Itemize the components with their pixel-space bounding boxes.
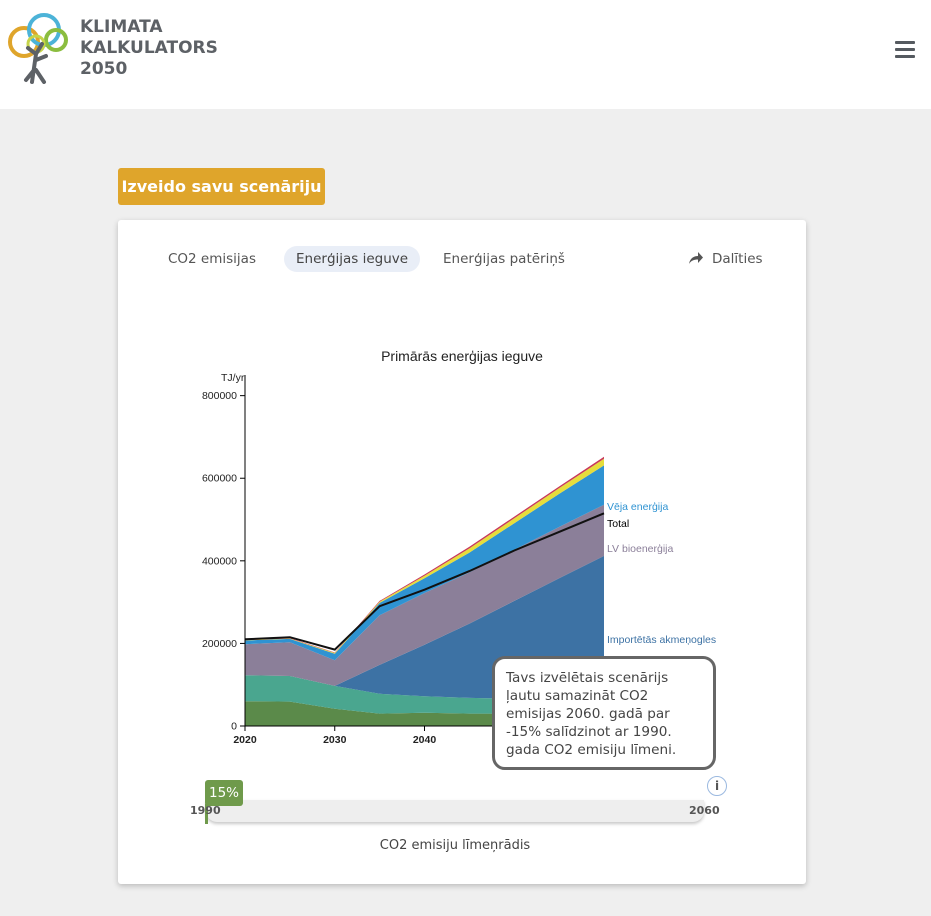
- slider-min-year: 1990: [190, 804, 221, 817]
- chart-card: CO2 emisijas Enerģijas ieguve Enerģijas …: [118, 220, 806, 884]
- area-series-4: [245, 465, 604, 661]
- chart-title: Primārās enerģijas ieguve: [381, 348, 543, 364]
- share-button[interactable]: Dalīties: [688, 246, 763, 272]
- series-end-label: LV bioenerģija: [607, 542, 674, 555]
- y-tick-label: 800000: [202, 390, 237, 402]
- scenario-tooltip: Tavs izvēlētais scenārijs ļautu samazinā…: [492, 656, 716, 770]
- logo-line: KALKULATORS: [80, 38, 218, 58]
- y-axis-unit-label: TJ/yr: [221, 372, 245, 384]
- co2-slider-track[interactable]: [206, 800, 704, 822]
- x-tick-label: 2020: [233, 734, 257, 746]
- y-tick-label: 200000: [202, 638, 237, 650]
- y-tick-label: 600000: [202, 473, 237, 485]
- series-end-label: Total: [607, 518, 629, 530]
- logo-wordmark[interactable]: KLIMATA KALKULATORS 2050: [80, 17, 218, 80]
- tab-energy-consumption[interactable]: Enerģijas patēriņš: [443, 251, 565, 267]
- y-tick-label: 400000: [202, 555, 237, 567]
- co2-slider-handle[interactable]: 15%: [205, 780, 243, 806]
- slider-max-year: 2060: [689, 804, 720, 817]
- logo-line: KLIMATA: [80, 17, 163, 37]
- hamburger-menu-icon[interactable]: [893, 38, 917, 60]
- slider-caption: CO2 emisiju līmeņrādis: [379, 838, 531, 853]
- logo-line: 2050: [80, 59, 128, 79]
- total-line: [244, 512, 605, 651]
- x-tick-label: 2030: [323, 734, 347, 746]
- tab-co2-emissions[interactable]: CO2 emisijas: [168, 251, 256, 267]
- y-tick-label: 0: [231, 721, 237, 733]
- x-tick-label: 2040: [413, 734, 437, 746]
- share-arrow-icon: [689, 252, 703, 264]
- share-label: Dalīties: [712, 251, 763, 267]
- create-scenario-button[interactable]: Izveido savu scenāriju: [118, 168, 325, 205]
- info-icon[interactable]: i: [707, 776, 727, 796]
- series-end-label: Vēja enerģija: [607, 500, 668, 513]
- tree-swirl-logo-icon[interactable]: [6, 10, 70, 84]
- tab-energy-production[interactable]: Enerģijas ieguve: [284, 246, 421, 272]
- series-end-label: Importētās akmeņogles: [607, 634, 716, 646]
- slider-handle-stem: [205, 804, 208, 824]
- site-header: KLIMATA KALKULATORS 2050: [0, 0, 931, 109]
